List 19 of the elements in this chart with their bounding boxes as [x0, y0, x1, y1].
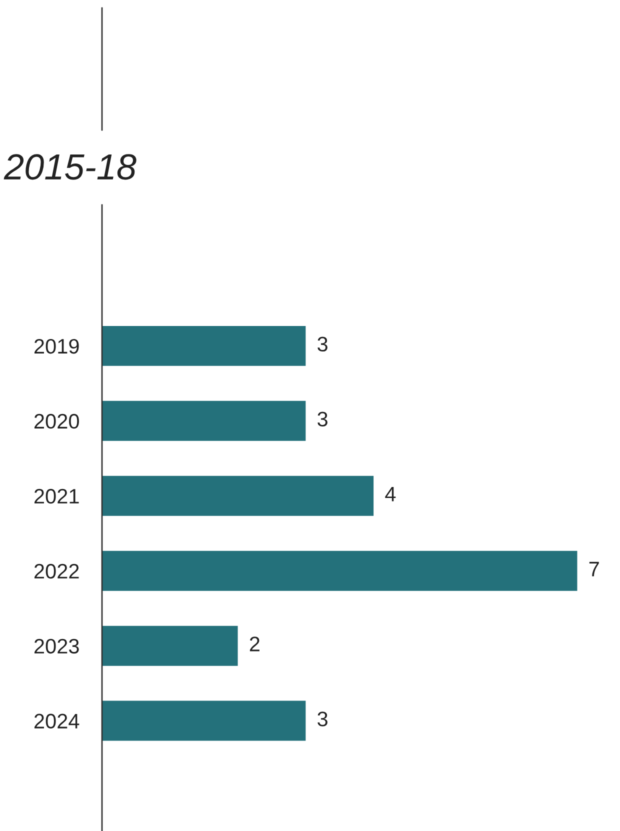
data-label: 3: [318, 712, 328, 726]
y-tick-label: 2023: [34, 638, 79, 654]
bar: [102, 626, 238, 666]
bar: [102, 550, 578, 591]
bar: [102, 700, 306, 741]
bar: [102, 326, 306, 366]
data-label: 7: [589, 562, 599, 576]
data-label: 3: [318, 336, 328, 352]
y-tick-label: 2024: [34, 714, 80, 729]
bar: [102, 400, 306, 441]
data-label: 2: [250, 636, 260, 652]
y-tick-label: 2022: [34, 564, 79, 579]
y-tick-label: 2019: [34, 338, 79, 354]
data-label: 4: [385, 486, 396, 502]
chart-title: 2015-18: [4, 154, 136, 180]
y-tick-label: 2020: [34, 414, 79, 429]
data-label: 3: [318, 412, 328, 427]
y-tick-label: 2021: [34, 488, 79, 504]
bar: [102, 476, 374, 516]
